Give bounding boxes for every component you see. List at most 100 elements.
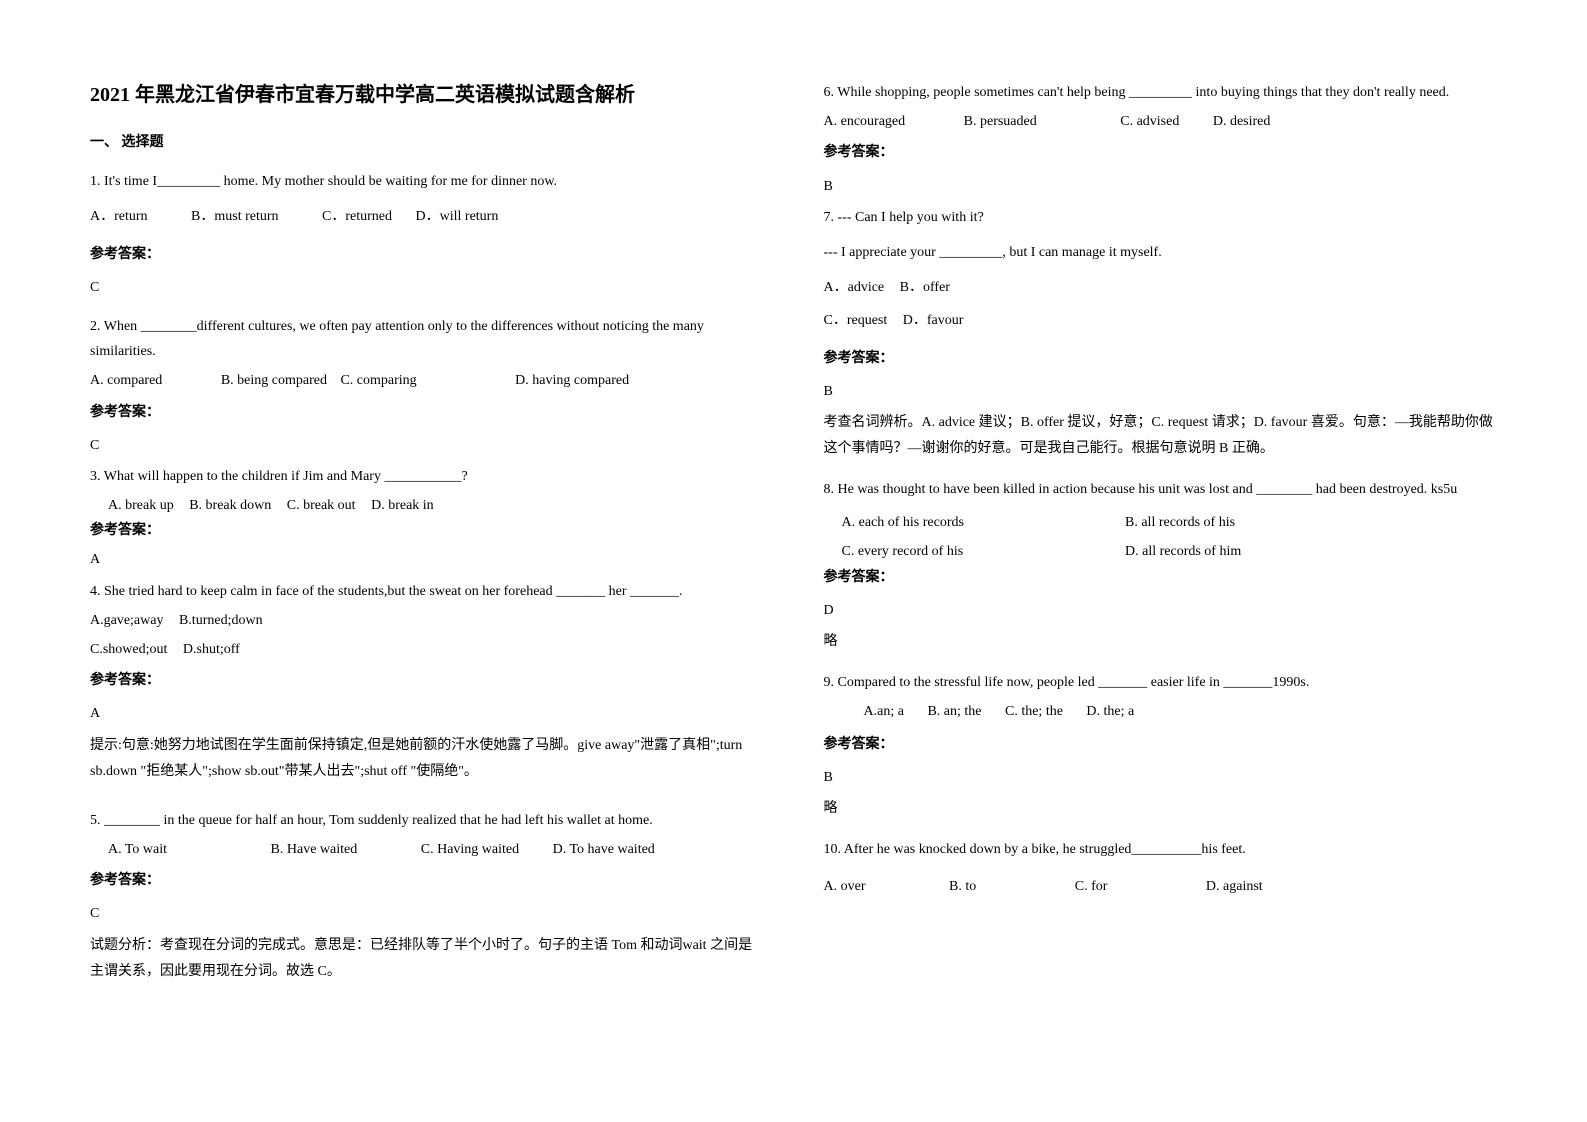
q7-ans-label: 参考答案： <box>824 346 1498 371</box>
question-3: 3. What will happen to the children if J… <box>90 464 764 573</box>
q8-opt-c: C. every record of his <box>842 539 1122 564</box>
q5-explanation: 试题分析：考查现在分词的完成式。意思是：已经排队等了半个小时了。句子的主语 To… <box>90 933 764 986</box>
question-6: 6. While shopping, people sometimes can'… <box>824 80 1498 199</box>
q3-opt-b: B. break down <box>189 493 271 518</box>
question-9: 9. Compared to the stressful life now, p… <box>824 670 1498 823</box>
q8-opt-d: D. all records of him <box>1125 539 1241 564</box>
q2-opt-c: C. comparing <box>340 368 416 393</box>
q1-opt-a: A．return <box>90 204 148 229</box>
q9-opt-b: B. an; the <box>927 699 981 724</box>
q7-options-row2: C．request D．favour <box>824 308 1498 333</box>
q5-options: A. To wait B. Have waited C. Having wait… <box>90 837 764 862</box>
q8-explanation: 略 <box>824 629 1498 656</box>
q2-opt-b: B. being compared <box>221 368 327 393</box>
question-10: 10. After he was knocked down by a bike,… <box>824 837 1498 899</box>
question-2: 2. When ________different cultures, we o… <box>90 314 764 458</box>
q3-opt-d: D. break in <box>371 493 434 518</box>
q2-options: A. compared B. being compared C. compari… <box>90 368 764 393</box>
q6-opt-c: C. advised <box>1120 109 1179 134</box>
question-1: 1. It's time I_________ home. My mother … <box>90 169 764 300</box>
q7-opt-d: D．favour <box>903 308 964 333</box>
q5-ans: C <box>90 901 764 926</box>
q9-ans: B <box>824 765 1498 790</box>
q6-text: 6. While shopping, people sometimes can'… <box>824 80 1498 105</box>
q7-opt-b: B．offer <box>900 275 950 300</box>
q4-opt-d: D.shut;off <box>183 637 240 662</box>
q4-options-row2: C.showed;out D.shut;off <box>90 637 764 662</box>
q5-opt-a: A. To wait <box>108 837 167 862</box>
q3-options: A. break up B. break down C. break out D… <box>90 493 764 518</box>
q2-ans: C <box>90 433 764 458</box>
q1-ans-label: 参考答案： <box>90 242 764 267</box>
q7-options-row1: A．advice B．offer <box>824 275 1498 300</box>
q8-text: 8. He was thought to have been killed in… <box>824 477 1498 502</box>
q6-opt-d: D. desired <box>1213 109 1271 134</box>
q7-line2: --- I appreciate your _________, but I c… <box>824 240 1498 265</box>
q3-ans: A <box>90 547 764 572</box>
q5-opt-b: B. Have waited <box>271 837 358 862</box>
q9-text: 9. Compared to the stressful life now, p… <box>824 670 1498 695</box>
right-column: 6. While shopping, people sometimes can'… <box>824 80 1498 986</box>
q8-options-row2: C. every record of his D. all records of… <box>824 539 1498 564</box>
q2-ans-label: 参考答案： <box>90 400 764 425</box>
q7-opt-c: C．request <box>824 308 888 333</box>
q10-text: 10. After he was knocked down by a bike,… <box>824 837 1498 862</box>
q4-ans-label: 参考答案： <box>90 668 764 693</box>
q3-text: 3. What will happen to the children if J… <box>90 464 764 489</box>
q8-ans-label: 参考答案： <box>824 565 1498 590</box>
q6-opt-a: A. encouraged <box>824 109 906 134</box>
q6-ans-label: 参考答案： <box>824 140 1498 165</box>
q10-opt-b: B. to <box>949 874 976 899</box>
q5-opt-d: D. To have waited <box>553 837 655 862</box>
page-container: 2021 年黑龙江省伊春市宜春万载中学高二英语模拟试题含解析 一、 选择题 1.… <box>0 0 1587 1026</box>
q4-text: 4. She tried hard to keep calm in face o… <box>90 579 764 604</box>
q10-options: A. over B. to C. for D. against <box>824 874 1498 899</box>
question-7: 7. --- Can I help you with it? --- I app… <box>824 205 1498 463</box>
q1-ans: C <box>90 275 764 300</box>
q2-opt-d: D. having compared <box>515 368 629 393</box>
q9-opt-d: D. the; a <box>1086 699 1134 724</box>
q4-opt-c: C.showed;out <box>90 637 167 662</box>
q6-options: A. encouraged B. persuaded C. advised D.… <box>824 109 1498 134</box>
q4-options-row1: A.gave;away B.turned;down <box>90 608 764 633</box>
q6-opt-b: B. persuaded <box>964 109 1037 134</box>
q1-opt-d: D．will return <box>416 204 499 229</box>
q1-text: 1. It's time I_________ home. My mother … <box>90 169 764 194</box>
q7-explanation: 考查名词辨析。A. advice 建议；B. offer 提议，好意；C. re… <box>824 410 1498 463</box>
q3-ans-label: 参考答案： <box>90 518 764 543</box>
q5-ans-label: 参考答案： <box>90 868 764 893</box>
q5-text: 5. ________ in the queue for half an hou… <box>90 808 764 833</box>
q4-explanation: 提示:句意:她努力地试图在学生面前保持镇定,但是她前额的汗水使她露了马脚。giv… <box>90 733 764 786</box>
q10-opt-d: D. against <box>1206 874 1263 899</box>
question-4: 4. She tried hard to keep calm in face o… <box>90 579 764 786</box>
q4-opt-a: A.gave;away <box>90 608 163 633</box>
q3-opt-a: A. break up <box>108 493 174 518</box>
q7-line1: 7. --- Can I help you with it? <box>824 205 1498 230</box>
q10-opt-c: C. for <box>1075 874 1108 899</box>
question-5: 5. ________ in the queue for half an hou… <box>90 808 764 986</box>
q1-opt-c: C．returned <box>322 204 392 229</box>
q7-ans: B <box>824 379 1498 404</box>
section-1-header: 一、 选择题 <box>90 130 764 155</box>
q4-opt-b: B.turned;down <box>179 608 263 633</box>
q1-opt-b: B．must return <box>191 204 279 229</box>
q1-options: A．return B．must return C．returned D．will… <box>90 204 764 229</box>
q2-text: 2. When ________different cultures, we o… <box>90 314 764 364</box>
q8-opt-a: A. each of his records <box>842 510 1122 535</box>
q8-options-row1: A. each of his records B. all records of… <box>824 510 1498 535</box>
q9-explanation: 略 <box>824 796 1498 823</box>
q8-opt-b: B. all records of his <box>1125 510 1235 535</box>
q9-opt-a: A.an; a <box>864 699 904 724</box>
q7-opt-a: A．advice <box>824 275 885 300</box>
question-8: 8. He was thought to have been killed in… <box>824 477 1498 656</box>
q6-ans: B <box>824 174 1498 199</box>
q9-options: A.an; a B. an; the C. the; the D. the; a <box>824 699 1498 724</box>
q10-opt-a: A. over <box>824 874 866 899</box>
q3-opt-c: C. break out <box>287 493 356 518</box>
q9-opt-c: C. the; the <box>1005 699 1063 724</box>
exam-title: 2021 年黑龙江省伊春市宜春万载中学高二英语模拟试题含解析 <box>90 80 764 110</box>
q8-ans: D <box>824 598 1498 623</box>
q2-opt-a: A. compared <box>90 368 162 393</box>
q5-opt-c: C. Having waited <box>421 837 519 862</box>
q9-ans-label: 参考答案： <box>824 732 1498 757</box>
